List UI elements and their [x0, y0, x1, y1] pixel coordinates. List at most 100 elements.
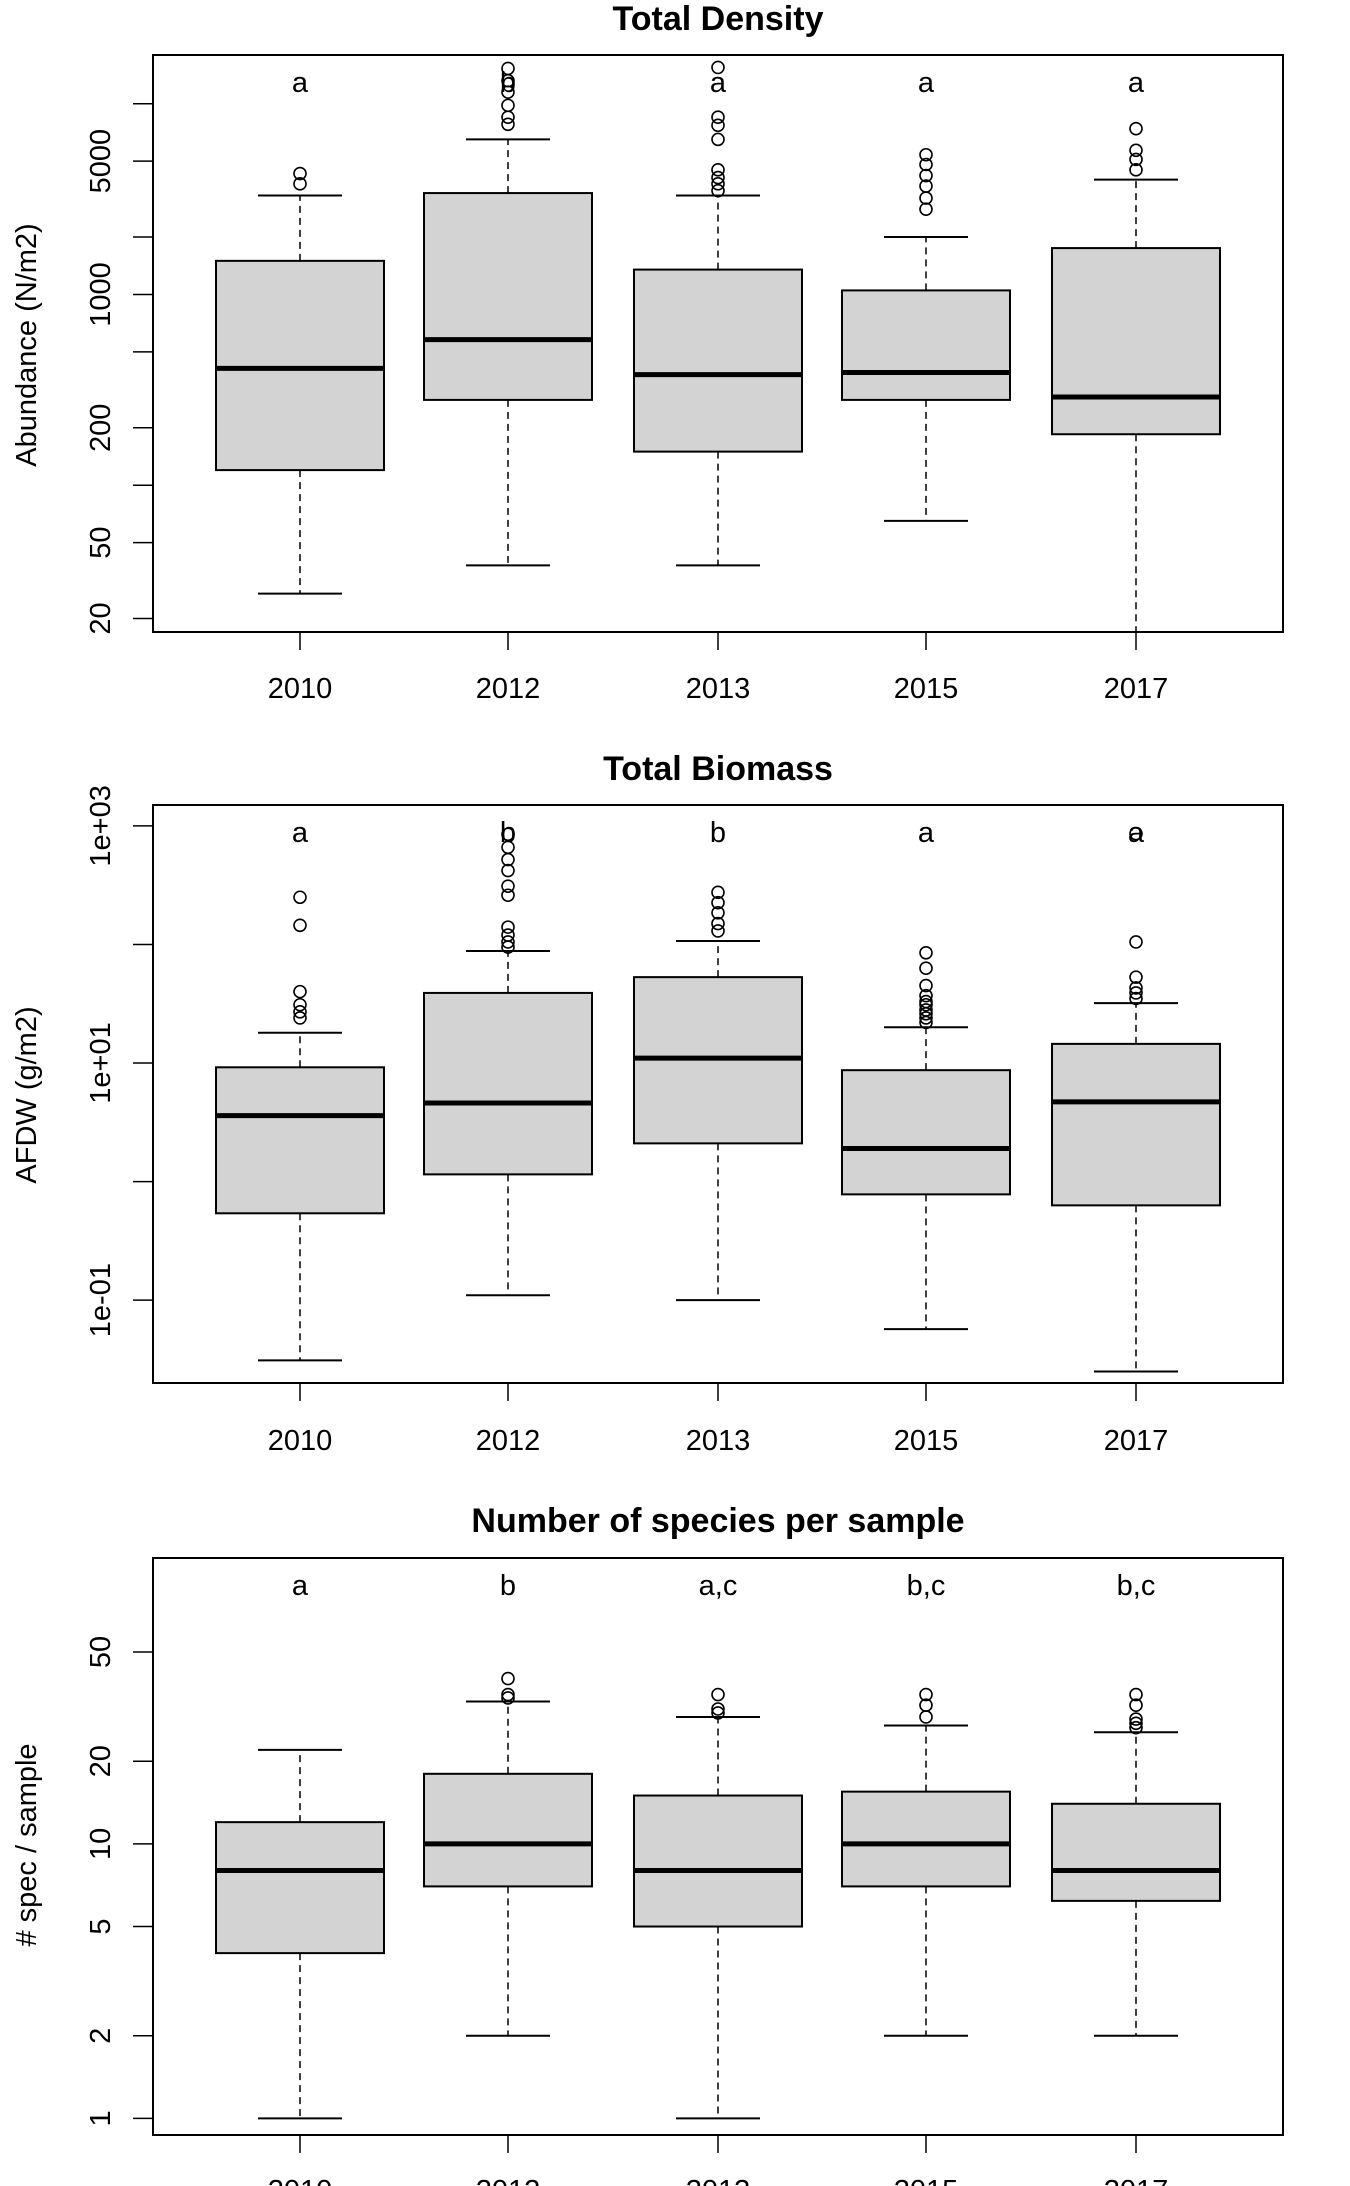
y-tick-label: 5 [85, 1918, 117, 1934]
outlier-point [919, 157, 933, 172]
y-tick-label: 1 [85, 2110, 117, 2126]
y-tick-label: 50 [85, 1636, 117, 1668]
outlier-point [711, 163, 725, 177]
outlier-point [1129, 1698, 1143, 1713]
interquartile-box [1051, 1802, 1221, 1902]
outlier-point [919, 1687, 933, 1702]
interquartile-box [423, 1772, 593, 1888]
interquartile-box [215, 1821, 385, 1955]
y-tick-label: 1e+01 [85, 1022, 117, 1103]
outlier-point [501, 117, 515, 132]
outlier-point [501, 863, 515, 878]
significance-letter: a [918, 67, 935, 99]
y-tick-label: 5000 [85, 129, 117, 194]
y-tick-label: 1e+03 [85, 785, 117, 866]
significance-letter: b [500, 67, 516, 99]
outlier-point [501, 920, 515, 934]
outlier-point [711, 1687, 725, 1702]
outlier-point [711, 916, 725, 931]
interquartile-box [423, 192, 593, 401]
outlier-point [711, 1706, 725, 1720]
outlier-point [501, 928, 515, 942]
outlier-point [501, 840, 515, 855]
interquartile-box [1051, 1042, 1221, 1207]
y-tick-label: 2 [85, 2028, 117, 2044]
box-2017: 2017 a [1051, 817, 1221, 1457]
x-tick-label: 2015 [894, 1425, 959, 1457]
y-tick-label: 1000 [85, 262, 117, 327]
outlier-point [501, 1691, 515, 1705]
x-tick-label: 2010 [268, 2175, 333, 2186]
box-2017: 2017 b,c [1051, 1570, 1221, 2186]
outlier-point [293, 1011, 307, 1025]
outlier-point [711, 110, 725, 124]
y-tick-label: 1e-01 [85, 1263, 117, 1337]
y-tick-label: 200 [85, 404, 117, 452]
box-2015: 2015 b,c [841, 1570, 1011, 2186]
outlier-point [1129, 970, 1143, 984]
outlier-point [1129, 1716, 1143, 1731]
x-tick-label: 2012 [476, 673, 541, 705]
outlier-point [293, 177, 307, 191]
box-2017: 2017 a [1051, 67, 1221, 705]
box-2012: 2012 b [423, 1570, 593, 2186]
outlier-point [711, 1702, 725, 1716]
outlier-point [711, 60, 725, 75]
significance-letter: b,c [907, 1570, 946, 1602]
outlier-point [1129, 163, 1143, 177]
outlier-point [1129, 152, 1143, 167]
outlier-point [711, 132, 725, 147]
outlier-point [919, 946, 933, 960]
outlier-point [1129, 1712, 1143, 1726]
x-tick-label: 2015 [894, 2175, 959, 2186]
x-tick-label: 2012 [476, 2175, 541, 2186]
x-tick-label: 2013 [686, 1425, 751, 1457]
interquartile-box [841, 1069, 1011, 1196]
box-2012: 2012 b [423, 817, 593, 1457]
significance-letter: a [710, 67, 727, 99]
significance-letter: b [500, 1570, 516, 1602]
outlier-point [919, 988, 933, 1003]
outlier-point [293, 890, 307, 905]
y-tick-label: 20 [85, 1745, 117, 1777]
outlier-point [293, 1005, 307, 1019]
significance-letter: b [500, 817, 516, 849]
outlier-point [1129, 826, 1143, 841]
outlier-point [1129, 986, 1143, 1000]
outlier-point [711, 177, 725, 191]
interquartile-box [633, 1794, 803, 1928]
outlier-point [293, 166, 307, 181]
x-tick-label: 2017 [1104, 1425, 1169, 1457]
outlier-point [711, 885, 725, 900]
outlier-point [1129, 981, 1143, 995]
box-2013: 2013 b [633, 817, 803, 1457]
outlier-point [501, 879, 515, 893]
significance-letter: a [292, 67, 309, 99]
outlier-point [293, 997, 307, 1012]
outlier-point [501, 98, 515, 113]
interquartile-box [841, 1790, 1011, 1888]
x-tick-label: 2010 [268, 673, 333, 705]
x-tick-label: 2017 [1104, 2175, 1169, 2186]
outlier-point [1129, 121, 1143, 136]
y-tick-label: 50 [85, 526, 117, 558]
x-tick-label: 2013 [686, 673, 751, 705]
outlier-point [711, 924, 725, 938]
y-axis-label: Abundance (N/m2) [11, 223, 43, 466]
chart-panel-3: Number of species per sample # spec / sam… [11, 1502, 1284, 2186]
significance-letter: a [292, 1570, 309, 1602]
outlier-point [919, 179, 933, 193]
outlier-point [919, 961, 933, 976]
x-tick-label: 2015 [894, 673, 959, 705]
x-tick-label: 2013 [686, 2175, 751, 2186]
outlier-point [293, 918, 307, 933]
box-2010: 2010 a [215, 817, 385, 1457]
outlier-point [919, 168, 933, 183]
outlier-point [501, 61, 515, 76]
chart-panel-1: Total Density Abundance (N/m2) 20 50 200 1000… [11, 0, 1284, 705]
outlier-point [919, 978, 933, 993]
chart-panel-2: Total Biomass AFDW (g/m2) 1e-01 1e+01 1e+03 2… [11, 750, 1284, 1457]
significance-letter: b,c [1117, 1570, 1156, 1602]
interquartile-box [215, 1066, 385, 1215]
